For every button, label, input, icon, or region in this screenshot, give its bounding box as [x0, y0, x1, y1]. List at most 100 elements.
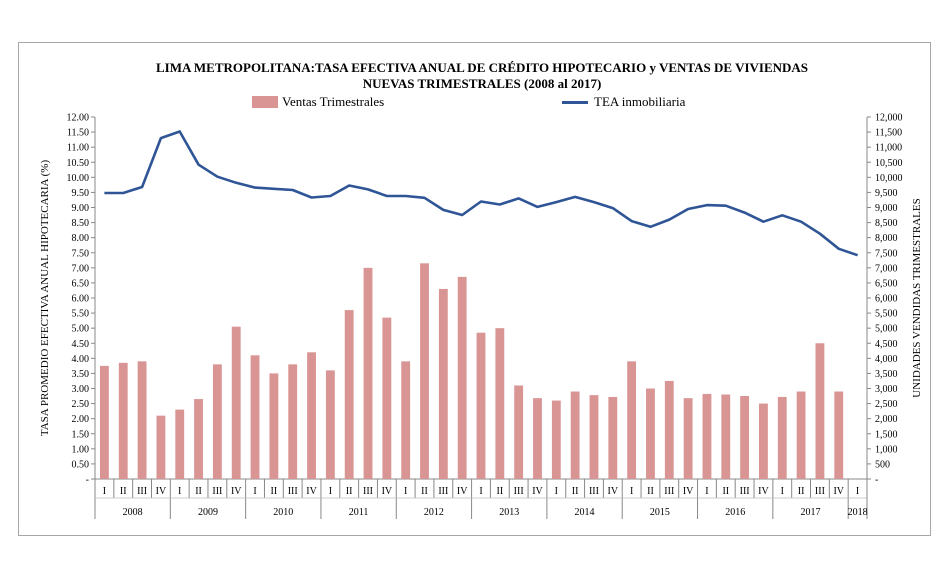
bar-ventas [777, 396, 787, 479]
quarter-label: I [555, 486, 558, 497]
legend-item-ventas: Ventas Trimestrales [252, 94, 384, 110]
bar-ventas [231, 326, 241, 479]
quarter-label: I [630, 486, 633, 497]
quarter-label: III [212, 486, 222, 497]
quarter-label: III [438, 486, 448, 497]
bar-ventas [307, 352, 316, 479]
bar-ventas [608, 396, 618, 479]
quarter-label: IV [231, 486, 242, 497]
bar-ventas [382, 317, 392, 479]
legend-swatch-line [562, 100, 588, 104]
left-tick-label: 9.50 [72, 188, 90, 199]
left-tick-label: 9.00 [72, 203, 90, 214]
quarter-label: I [404, 486, 407, 497]
quarter-label: II [647, 486, 654, 497]
left-tick-label: 8.00 [72, 233, 90, 244]
bar-ventas [495, 328, 505, 479]
bar-ventas [363, 267, 373, 479]
year-label: 2008 [123, 507, 143, 518]
left-tick-label: 7.00 [72, 263, 90, 274]
year-label: 2017 [801, 507, 821, 518]
quarter-label: I [705, 486, 708, 497]
left-tick-label: 4.00 [72, 354, 90, 365]
right-tick-label: 3,500 [875, 369, 898, 380]
legend-swatch-bar [252, 96, 278, 108]
bar-ventas [570, 391, 580, 479]
right-tick-label: 10,500 [875, 158, 903, 169]
quarter-label: III [740, 486, 750, 497]
left-tick-label: - [86, 475, 89, 486]
right-tick-label: 9,500 [875, 188, 898, 199]
bar-ventas [194, 399, 203, 479]
bar-ventas [325, 370, 335, 479]
quarter-label: III [137, 486, 147, 497]
bar-ventas [288, 364, 298, 479]
right-axis-title: UNIDADES VENDIDAS TRIMESTRALES [911, 198, 923, 397]
year-label: 2009 [198, 507, 218, 518]
line-tea [104, 130, 859, 257]
bar-ventas [796, 391, 806, 479]
chart-subtitle: NUEVAS TRIMESTRALES (2008 al 2017) [362, 76, 602, 91]
quarter-label: IV [457, 486, 468, 497]
left-tick-label: 6.50 [72, 278, 90, 289]
quarter-label: IV [683, 486, 694, 497]
right-tick-label: 4,500 [875, 339, 898, 350]
bar-ventas [646, 388, 655, 479]
left-tick-label: 1.50 [72, 429, 90, 440]
left-tick-label: 10.00 [67, 173, 90, 184]
quarter-label: I [856, 486, 859, 497]
bar-ventas [457, 276, 467, 479]
quarter-label: II [798, 486, 805, 497]
right-tick-label: 1,500 [875, 429, 898, 440]
bar-ventas [664, 380, 674, 479]
quarter-label: III [288, 486, 298, 497]
bar-ventas [156, 415, 166, 479]
year-label: 2011 [349, 507, 369, 518]
bar-ventas [344, 310, 354, 479]
left-axis-title: TASA PROMEDIO EFECTIVA ANUAL HIPOTECARIA… [39, 160, 51, 437]
quarter-label: IV [306, 486, 317, 497]
year-label: 2012 [424, 507, 444, 518]
quarter-label: IV [532, 486, 543, 497]
year-label: 2014 [575, 507, 595, 518]
quarter-label: II [421, 486, 428, 497]
bar-ventas [815, 343, 825, 479]
right-tick-label: - [875, 475, 878, 486]
quarter-label: I [253, 486, 256, 497]
quarter-label: II [271, 486, 278, 497]
legend-item-tea: TEA inmobiliaria [562, 94, 685, 110]
bar-ventas [99, 365, 109, 479]
left-tick-label: 3.50 [72, 369, 90, 380]
bar-ventas [759, 403, 768, 479]
left-tick-label: 5.50 [72, 309, 90, 320]
right-tick-label: 12,000 [875, 113, 903, 124]
right-tick-label: 7,500 [875, 248, 898, 259]
right-tick-label: 10,000 [875, 173, 903, 184]
right-tick-label: 2,500 [875, 399, 898, 410]
quarter-label: II [496, 486, 503, 497]
bar-ventas [551, 400, 561, 479]
quarter-label: III [514, 486, 524, 497]
left-tick-label: 8.50 [72, 218, 90, 229]
year-label: 2015 [650, 507, 670, 518]
right-tick-label: 1,000 [875, 444, 898, 455]
quarter-label: IV [608, 486, 619, 497]
left-tick-label: 12.00 [67, 113, 90, 124]
left-tick-label: 2.00 [72, 414, 90, 425]
right-tick-label: 500 [875, 459, 890, 470]
legend-label-ventas: Ventas Trimestrales [282, 94, 385, 109]
chart-title: LIMA METROPOLITANA:TASA EFECTIVA ANUAL D… [155, 60, 809, 75]
bar-ventas [137, 361, 147, 479]
year-label: 2016 [725, 507, 745, 518]
bar-ventas [420, 263, 429, 479]
bar-ventas [589, 395, 599, 479]
year-label: 2010 [273, 507, 293, 518]
left-tick-label: 6.00 [72, 294, 90, 305]
left-tick-label: 11.00 [67, 143, 89, 154]
bar-ventas [401, 361, 411, 479]
quarter-label: III [664, 486, 674, 497]
right-tick-label: 2,000 [875, 414, 898, 425]
right-tick-label: 8,500 [875, 218, 898, 229]
quarter-label: I [178, 486, 181, 497]
left-tick-label: 7.50 [72, 248, 90, 259]
